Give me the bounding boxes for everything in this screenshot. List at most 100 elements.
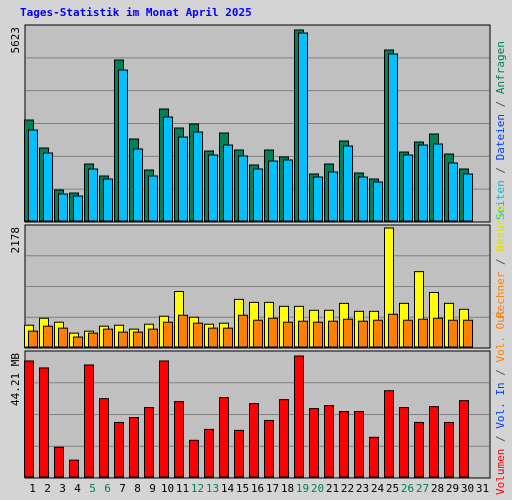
bar [373,181,383,222]
bar [279,399,289,478]
y-tick-label: 5623 [9,27,22,54]
bar [253,319,263,348]
bar [163,321,173,348]
chart-title: Tages-Statistik im Monat April 2025 [20,6,252,19]
bar [43,325,53,348]
bar [103,328,113,348]
bar [328,320,338,348]
bar [448,162,458,222]
bar [118,69,128,222]
x-tick-label: 19 [296,482,309,495]
bar [159,360,169,478]
x-tick-label: 16 [251,482,264,495]
legend-separator: / [494,94,507,114]
x-tick-label: 30 [461,482,474,495]
bar [189,439,199,478]
legend-entry: Rechner [494,271,507,318]
x-tick-label: 31 [476,482,489,495]
legend-entry: Dateien [494,114,507,160]
x-tick-label: 9 [149,482,156,495]
bar [208,327,218,348]
x-tick-label: 1 [29,482,36,495]
bar [208,154,218,222]
x-tick-label: 24 [371,482,385,495]
bar [313,321,323,348]
bar [54,446,64,478]
bar [309,408,319,478]
x-tick-label: 17 [266,482,279,495]
x-tick-label: 6 [104,482,111,495]
bar [418,144,428,222]
bar [358,320,368,348]
bar [264,419,274,478]
bar [328,171,338,222]
x-tick-label: 5 [89,482,96,495]
bar [298,320,308,348]
x-tick-label: 29 [446,482,459,495]
bar [148,175,158,222]
bar [24,360,34,478]
bar [283,321,293,348]
legend-entry: Volumen [494,449,507,495]
y-tick-label: 44.21 MB [9,353,22,406]
bar [313,176,323,222]
x-tick-label: 27 [416,482,429,495]
bar [414,421,424,478]
bar [399,407,409,478]
bar [204,428,214,478]
bar [444,421,454,478]
bar [433,317,443,348]
bar [433,143,443,222]
bar [133,331,143,348]
legend-entry: Anfragen [494,41,507,94]
legend: Volumen / Vol. In / Vol. Out [494,310,507,495]
bar [339,411,349,478]
x-tick-label: 4 [74,482,81,495]
bar [99,398,109,478]
legend-separator: / [494,160,507,180]
bar [238,155,248,222]
legend-entry: Besuche [494,205,507,251]
bar [384,390,394,478]
bar [459,400,469,478]
bar [84,364,94,478]
x-tick-label: 15 [236,482,249,495]
bar [388,53,398,222]
bar [118,331,128,348]
legend-entry: Seiten [494,180,507,220]
bar [193,322,203,348]
x-tick-label: 2 [44,482,51,495]
bar [28,129,38,222]
bar [144,407,154,478]
bar [133,148,143,222]
bar [403,319,413,348]
x-tick-label: 21 [326,482,339,495]
x-tick-label: 7 [119,482,126,495]
bar [163,116,173,222]
bar [268,160,278,222]
bar [219,397,229,478]
bar [253,168,263,222]
bar [223,327,233,348]
bar [294,355,304,478]
bar [88,168,98,222]
bar [88,332,98,348]
bar [178,314,188,348]
bar [358,176,368,222]
bar [463,319,473,348]
bar [343,145,353,222]
bar [58,193,68,222]
x-tick-label: 14 [221,482,235,495]
bar [148,328,158,348]
legend: Rechner / Besuche [494,205,507,318]
bar [193,131,203,222]
bar [103,178,113,222]
bar [178,136,188,222]
x-tick-label: 12 [191,482,204,495]
bar [69,459,79,478]
bar [234,429,244,478]
bar [369,436,379,478]
bar [429,406,439,478]
bar [343,318,353,348]
